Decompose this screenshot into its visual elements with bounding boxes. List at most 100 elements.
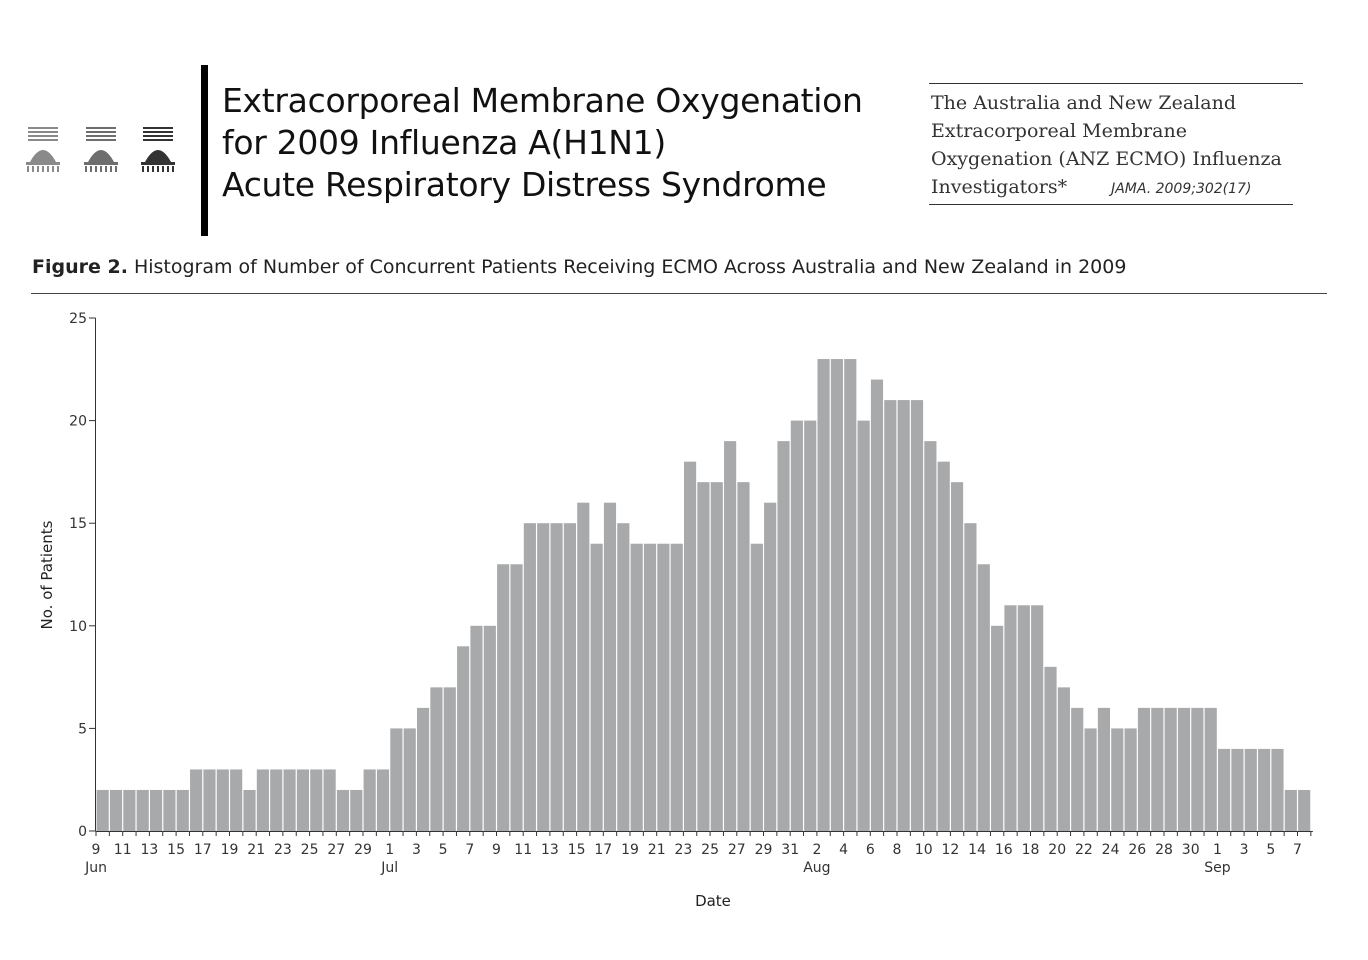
- x-tick-label: 1: [385, 842, 394, 858]
- figure-label: Figure 2.: [32, 256, 128, 278]
- x-tick-label: 5: [439, 842, 448, 858]
- bar: [283, 769, 296, 831]
- x-tick-label: 30: [1182, 842, 1200, 858]
- x-tick-label: 27: [728, 842, 746, 858]
- bar: [203, 769, 216, 831]
- bar: [1031, 605, 1044, 831]
- journal-logo-icons: [26, 127, 175, 172]
- x-tick-label: 21: [648, 842, 666, 858]
- bar: [1244, 748, 1257, 831]
- bar: [336, 789, 350, 831]
- bar: [603, 502, 617, 831]
- title-line: for 2009 Influenza A(H1N1): [222, 123, 666, 162]
- bar: [710, 482, 723, 831]
- x-tick-label: 15: [167, 842, 185, 858]
- author-line: The Australia and New Zealand: [931, 92, 1236, 114]
- bar: [216, 769, 229, 831]
- author-line-last: Investigators* JAMA. 2009;302(17): [931, 173, 1311, 203]
- bar: [577, 502, 590, 831]
- bar: [230, 769, 243, 831]
- y-tick-label: 10: [69, 619, 87, 635]
- bar: [1298, 789, 1311, 831]
- bar: [951, 482, 964, 831]
- bar: [910, 400, 924, 831]
- x-tick-label: 12: [941, 842, 959, 858]
- caption-rule: [31, 293, 1327, 294]
- x-tick-label: 20: [1048, 842, 1066, 858]
- bar: [1071, 707, 1084, 831]
- y-tick-label: 0: [78, 824, 87, 840]
- bar: [1204, 707, 1217, 831]
- bar: [470, 625, 483, 831]
- bar: [991, 625, 1004, 831]
- x-tick-label: 11: [114, 842, 132, 858]
- building-icon-2: [84, 127, 118, 172]
- bar: [537, 523, 550, 831]
- x-axis-label: Date: [695, 892, 731, 910]
- bar: [804, 420, 817, 831]
- bar: [630, 543, 643, 831]
- figure-caption-text: Histogram of Number of Concurrent Patien…: [133, 256, 1127, 278]
- x-tick-label: 1: [1213, 842, 1222, 858]
- x-tick-label: 3: [1240, 842, 1249, 858]
- x-tick-label: 5: [1266, 842, 1275, 858]
- x-tick-label: 31: [781, 842, 799, 858]
- x-tick-label: 25: [701, 842, 719, 858]
- title-line: Acute Respiratory Distress Syndrome: [222, 165, 827, 204]
- bar: [977, 564, 990, 831]
- month-label: Aug: [803, 860, 830, 876]
- bar: [1151, 707, 1164, 831]
- bar: [643, 543, 657, 831]
- bar: [1258, 748, 1271, 831]
- bar: [617, 523, 630, 831]
- x-tick-label: 2: [812, 842, 821, 858]
- bar: [563, 523, 576, 831]
- title-line: Extracorporeal Membrane Oxygenation: [222, 81, 863, 120]
- bar: [523, 523, 536, 831]
- x-tick-label: 21: [247, 842, 265, 858]
- x-tick-label: 16: [995, 842, 1013, 858]
- bar: [657, 543, 670, 831]
- bar: [417, 707, 430, 831]
- bars-group: [96, 359, 1311, 831]
- x-tick-label: 11: [514, 842, 532, 858]
- bar: [777, 441, 790, 831]
- bar: [123, 789, 136, 831]
- bar: [390, 728, 403, 831]
- x-tick-label: 6: [866, 842, 875, 858]
- x-tick-label: 7: [465, 842, 474, 858]
- bar: [443, 687, 456, 831]
- x-tick-label: 3: [412, 842, 421, 858]
- bar: [376, 769, 390, 831]
- bar: [176, 789, 189, 831]
- bar: [1097, 707, 1110, 831]
- journal-citation: JAMA. 2009;302(17): [1111, 181, 1252, 197]
- bar: [430, 687, 443, 831]
- x-tick-label: 15: [568, 842, 586, 858]
- x-tick-label: 18: [1022, 842, 1040, 858]
- building-icon-3: [141, 127, 175, 172]
- bar: [363, 769, 376, 831]
- bar: [1057, 687, 1070, 831]
- bar: [684, 461, 697, 831]
- bar: [737, 482, 750, 831]
- x-tick-label: 8: [893, 842, 902, 858]
- bar: [550, 523, 563, 831]
- x-tick-label: 13: [140, 842, 158, 858]
- x-tick-label: 19: [621, 842, 639, 858]
- y-tick-label: 15: [69, 516, 87, 532]
- bar: [136, 789, 149, 831]
- author-line: Extracorporeal Membrane: [931, 120, 1187, 142]
- bar: [1017, 605, 1030, 831]
- article-title: Extracorporeal Membrane Oxygenation for …: [222, 80, 912, 206]
- month-label: Jul: [380, 860, 398, 876]
- x-tick-label: 22: [1075, 842, 1093, 858]
- bar: [1111, 728, 1124, 831]
- bar: [483, 625, 496, 831]
- bar: [1191, 707, 1204, 831]
- bar: [243, 789, 256, 831]
- x-tick-label: 23: [274, 842, 292, 858]
- month-label: Jun: [84, 860, 107, 876]
- bar: [590, 543, 603, 831]
